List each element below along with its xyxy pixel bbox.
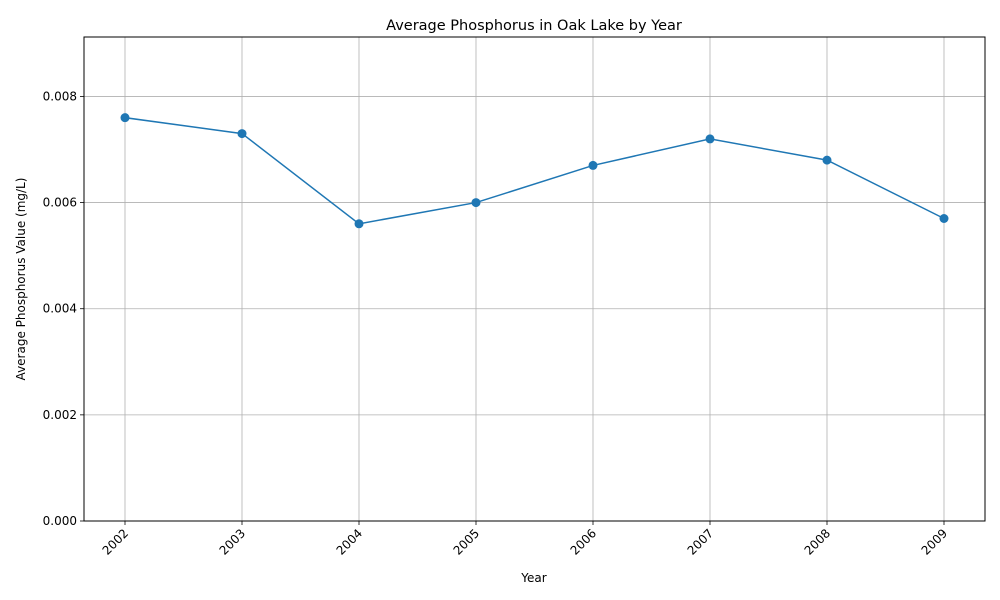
- y-axis-label: Average Phosphorus Value (mg/L): [14, 178, 28, 381]
- y-tick-label: 0.002: [43, 408, 77, 422]
- y-tick-label: 0.008: [43, 89, 77, 103]
- y-tick-label: 0.004: [43, 302, 77, 316]
- y-tick-label: 0.006: [43, 196, 77, 210]
- data-point: [354, 219, 364, 229]
- data-point: [822, 155, 832, 165]
- data-point: [939, 214, 949, 223]
- data-point: [471, 198, 481, 208]
- series-line: [124, 116, 945, 225]
- plot-frame: [83, 36, 986, 522]
- chart-title: Average Phosphorus in Oak Lake by Year: [386, 18, 682, 34]
- series-layer: [120, 113, 949, 229]
- y-tick-label: 0.000: [43, 514, 77, 528]
- data-point: [588, 160, 598, 170]
- x-axis-label: Year: [520, 571, 546, 585]
- data-point: [237, 129, 247, 139]
- data-point: [705, 134, 715, 144]
- y-axis-ticks: 0.000 0.002 0.004 0.006 0.008: [43, 89, 84, 528]
- data-point: [120, 113, 130, 123]
